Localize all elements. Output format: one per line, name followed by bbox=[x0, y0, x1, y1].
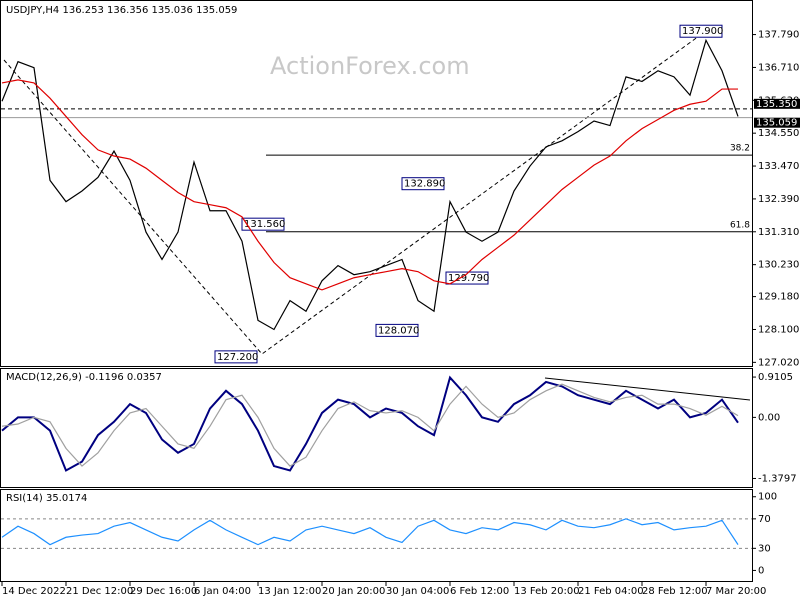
header: USDJPY,H4 136.253 136.356 135.036 135.05… bbox=[6, 5, 237, 16]
y-tick-label: 133.470 bbox=[758, 161, 799, 172]
y-tick-label: 128.100 bbox=[758, 324, 799, 335]
y-tick-label: 0.00 bbox=[758, 412, 780, 423]
annotation: 131.560 bbox=[244, 219, 285, 230]
x-tick-label: 6 Feb 12:00 bbox=[450, 586, 509, 597]
price-panel bbox=[0, 0, 753, 367]
series-line bbox=[1, 375, 739, 472]
y-tick-label: 134.550 bbox=[758, 128, 799, 139]
x-tick-label: 20 Jan 20:00 bbox=[322, 586, 385, 597]
y-tick-label: 0.9105 bbox=[758, 372, 793, 383]
annotation-box bbox=[214, 350, 258, 364]
panel-title: MACD(12,26,9) -0.1196 0.0357 bbox=[6, 372, 162, 383]
annotation: 128.070 bbox=[378, 325, 419, 336]
watermark: ActionForex.com bbox=[270, 52, 470, 80]
y-tick-label: 137.790 bbox=[758, 30, 799, 41]
x-tick-label: 13 Feb 20:00 bbox=[514, 586, 580, 597]
annotation-box bbox=[375, 323, 419, 337]
price-label-box bbox=[754, 117, 800, 128]
x-tick-label: 21 Dec 12:00 bbox=[66, 586, 133, 597]
annotation: 132.890 bbox=[404, 179, 445, 190]
annotation-box bbox=[679, 24, 723, 38]
macd-panel bbox=[0, 368, 753, 488]
y-tick-label: 30 bbox=[758, 543, 771, 554]
series-line bbox=[1, 383, 739, 467]
x-tick-label: 14 Dec 2022 bbox=[2, 586, 66, 597]
y-tick-label: 130.230 bbox=[758, 260, 799, 271]
y-tick-label: 0 bbox=[758, 565, 764, 576]
annotation: 129.790 bbox=[448, 273, 489, 284]
rsi-panel bbox=[0, 489, 753, 582]
x-tick-label: 30 Jan 04:00 bbox=[386, 586, 449, 597]
fib-label: 38.2 bbox=[730, 144, 750, 154]
x-tick-label: 13 Jan 12:00 bbox=[258, 586, 321, 597]
trend-line bbox=[544, 377, 751, 401]
y-tick-label: 131.310 bbox=[758, 227, 799, 238]
annotation-box bbox=[445, 271, 489, 285]
price-label-box bbox=[754, 98, 800, 109]
y-tick-label: 100 bbox=[758, 492, 777, 503]
price-label: 135.059 bbox=[756, 118, 797, 129]
panel-title: RSI(14) 35.0174 bbox=[6, 493, 87, 504]
price-label: 135.350 bbox=[756, 99, 797, 110]
y-tick-label: 136.710 bbox=[758, 62, 799, 73]
y-tick-label: 132.390 bbox=[758, 194, 799, 205]
y-tick-label: 129.180 bbox=[758, 292, 799, 303]
x-tick-label: 21 Feb 04:00 bbox=[578, 586, 644, 597]
annotation-box bbox=[241, 217, 285, 231]
x-tick-label: 7 Mar 20:00 bbox=[706, 586, 766, 597]
y-tick-label: 70 bbox=[758, 514, 771, 525]
series-line bbox=[1, 38, 739, 331]
annotation: 137.900 bbox=[682, 26, 723, 37]
x-tick-label: 6 Jan 04:00 bbox=[194, 586, 251, 597]
y-tick-label: 127.020 bbox=[758, 357, 799, 368]
y-tick-label: -1.3797 bbox=[758, 473, 797, 484]
fib-label: 61.8 bbox=[730, 220, 750, 230]
x-tick-label: 28 Feb 12:00 bbox=[642, 586, 708, 597]
annotation-box bbox=[401, 177, 445, 191]
annotation: 127.200 bbox=[217, 352, 258, 363]
x-tick-label: 29 Dec 16:00 bbox=[130, 586, 197, 597]
series-line bbox=[1, 518, 739, 546]
series-line bbox=[1, 79, 738, 291]
